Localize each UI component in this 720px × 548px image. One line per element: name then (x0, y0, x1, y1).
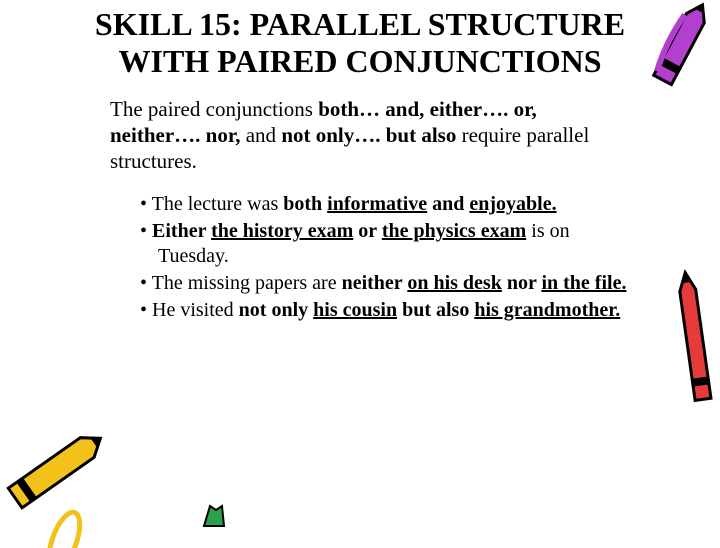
li-text: The lecture was (152, 193, 284, 215)
intro-bold-2: not only…. but also (281, 123, 456, 147)
li-underline: the history exam (211, 220, 353, 242)
li-bold: both (283, 193, 327, 215)
bullet-list: The lecture was both informative and enj… (0, 184, 720, 323)
li-bold: Either (152, 220, 211, 242)
li-bold: neither (342, 272, 408, 294)
intro-text-1: The paired conjunctions (110, 97, 318, 121)
li-underline: his cousin (313, 299, 397, 321)
crayon-icon (664, 260, 720, 410)
li-underline: in the file. (541, 272, 626, 294)
list-item: The lecture was both informative and enj… (140, 192, 630, 217)
li-underline: on his desk (407, 272, 502, 294)
list-item: Either the history exam or the physics e… (140, 219, 630, 269)
crayon-icon (644, 0, 714, 104)
li-bold: and (427, 193, 469, 215)
intro-text-2: and (240, 123, 281, 147)
page-title: SKILL 15: PARALLEL STRUCTURE WITH PAIRED… (0, 0, 720, 88)
intro-paragraph: The paired conjunctions both… and, eithe… (0, 88, 720, 185)
li-bold: or (353, 220, 382, 242)
li-underline: informative (327, 193, 427, 215)
li-underline: the physics exam (382, 220, 526, 242)
li-bold: nor (502, 272, 542, 294)
li-bold: but also (397, 299, 474, 321)
li-text: He visited (152, 299, 239, 321)
crayon-icon (200, 500, 240, 530)
list-item: The missing papers are neither on his de… (140, 271, 630, 296)
li-text: The missing papers are (152, 272, 342, 294)
list-item: He visited not only his cousin but also … (140, 298, 630, 323)
crayon-icon (0, 428, 154, 548)
li-bold: not only (239, 299, 313, 321)
li-underline: his grandmother. (474, 299, 620, 321)
li-underline: enjoyable. (469, 193, 556, 215)
